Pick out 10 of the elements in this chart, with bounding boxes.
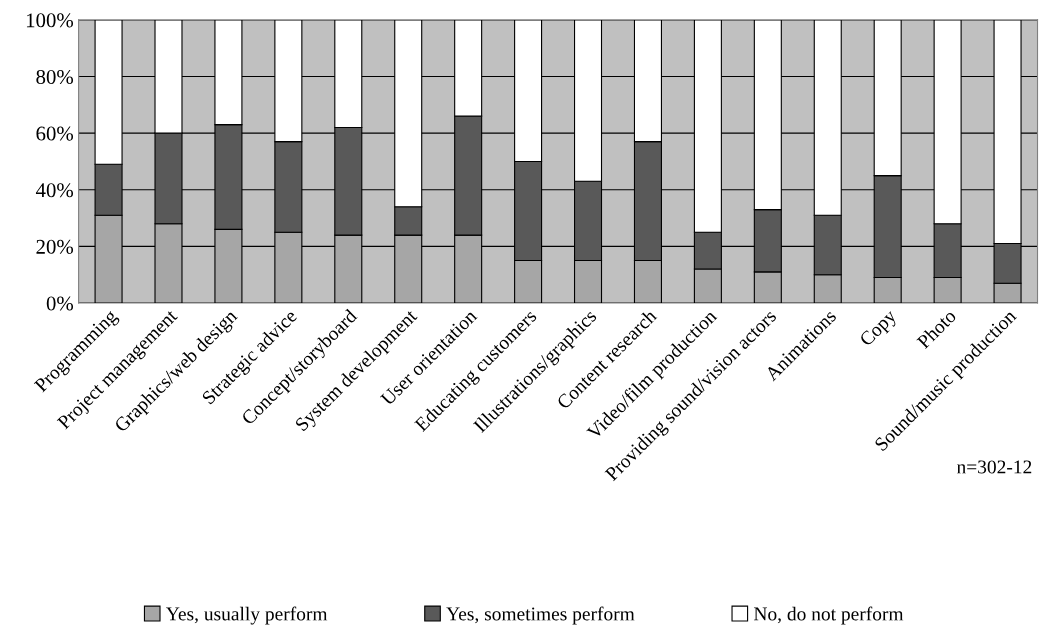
y-tick-label: 40%	[35, 183, 74, 198]
y-tick-label: 100%	[26, 13, 74, 28]
y-tick-label: 20%	[36, 239, 74, 254]
legend-label: Yes, usually perform	[166, 606, 328, 625]
y-tick-label: 80%	[36, 69, 74, 85]
text: n=302-12	[956, 460, 1032, 474]
legend-label: No, do not perform	[753, 606, 904, 625]
y-tick-label: 60%	[36, 126, 74, 141]
y-tick-label: 0%	[46, 296, 74, 311]
legend-label: Yes, sometimes perform	[446, 606, 635, 625]
